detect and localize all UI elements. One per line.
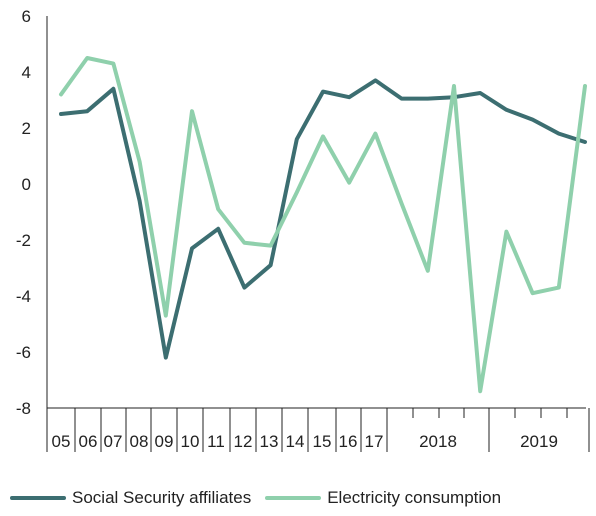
- x-tick-label: 06: [79, 432, 98, 451]
- y-tick-label: 4: [22, 63, 31, 82]
- y-tick-label: -6: [16, 343, 31, 362]
- x-tick-label: 14: [286, 432, 305, 451]
- x-tick-label: 2018: [419, 432, 457, 451]
- x-tick-label: 05: [52, 432, 71, 451]
- plot-area: -8 -6 -4 -2 0 2 4 6 05 06 07 08 09 10 11 12 13 14 15 16 17 20…: [16, 7, 590, 452]
- x-tick-label: 07: [104, 432, 123, 451]
- y-tick-label: -2: [16, 231, 31, 250]
- y-tick-label: -8: [16, 399, 31, 418]
- x-tick-label: 15: [313, 432, 332, 451]
- x-tick-label: 08: [130, 432, 149, 451]
- x-tick-label: 10: [181, 432, 200, 451]
- legend-label-electricity: Electricity consumption: [327, 488, 502, 507]
- legend: Social Security affiliates Electricity c…: [0, 484, 596, 512]
- x-tick-label: 09: [155, 432, 174, 451]
- x-tick-label: 11: [207, 432, 225, 451]
- legend-label-social-security: Social Security affiliates: [72, 488, 252, 507]
- series-line-social-security: [59, 78, 587, 360]
- x-tick-label: 12: [234, 432, 253, 451]
- series-line-electricity: [59, 56, 587, 394]
- legend-swatch-electricity: [265, 496, 322, 500]
- legend-item-social-security: Social Security affiliates: [10, 488, 251, 508]
- legend-item-electricity: Electricity consumption: [265, 488, 501, 508]
- y-tick-label: 0: [22, 175, 31, 194]
- y-tick-label: 6: [22, 7, 31, 26]
- y-tick-label: -4: [16, 287, 31, 306]
- line-chart: -8 -6 -4 -2 0 2 4 6 05 06 07 08 09 10 11 12 13 14 15 16 17 20…: [16, 7, 590, 452]
- x-tick-label: 13: [260, 432, 279, 451]
- legend-swatch-social-security: [10, 496, 66, 500]
- x-tick-label: 17: [365, 432, 384, 451]
- x-tick-label: 2019: [520, 432, 558, 451]
- y-tick-label: 2: [22, 119, 31, 138]
- x-tick-label: 16: [339, 432, 358, 451]
